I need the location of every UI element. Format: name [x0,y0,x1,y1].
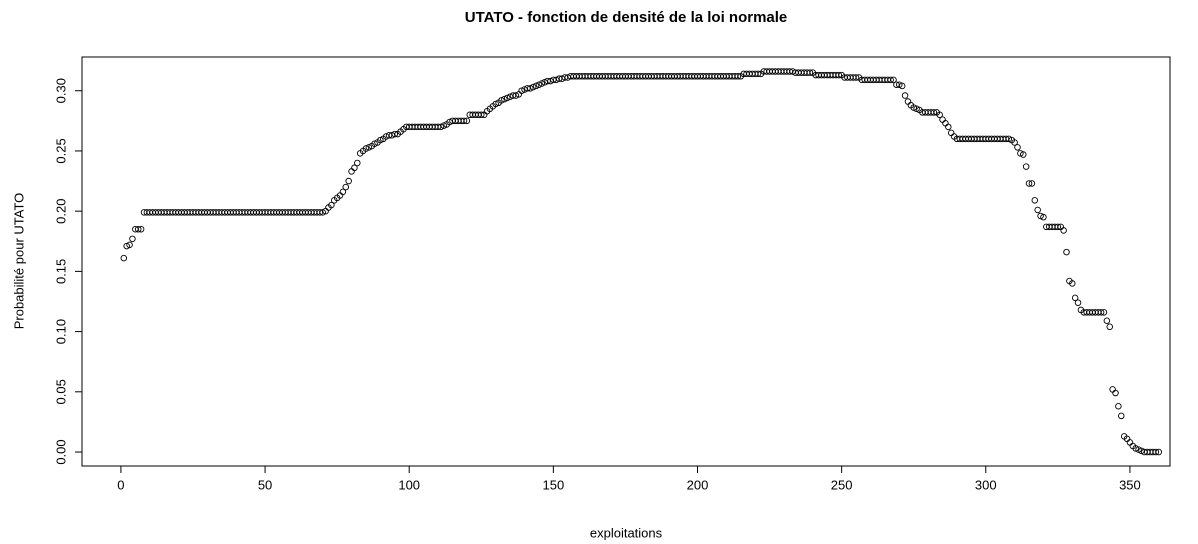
point [351,164,358,172]
point [913,105,920,113]
point [930,109,938,116]
point [512,92,520,99]
point [945,123,952,131]
point [1040,213,1047,221]
point [362,145,370,152]
point [342,183,350,191]
point [887,76,894,84]
point [492,100,499,108]
x-tick-label: 100 [398,477,420,492]
point [123,242,130,250]
point [1011,139,1018,146]
point [498,97,505,104]
point [319,209,326,216]
point [339,188,347,196]
y-tick-label: 0.15 [53,259,68,284]
point [1100,309,1108,316]
point [328,201,335,209]
point [1020,151,1027,158]
point [377,136,384,144]
point [896,81,903,88]
point [910,104,917,111]
point [126,241,133,249]
point [734,73,742,80]
point [460,117,468,125]
point [1097,309,1105,316]
point [1037,212,1044,220]
y-tick-label: 0.20 [53,199,68,224]
point [134,225,142,233]
point [1071,294,1079,302]
point [1028,180,1036,187]
point [529,83,537,91]
y-tick-label: 0.10 [53,319,68,344]
y-tick-label: 0.30 [53,78,68,103]
point [890,76,897,84]
point [535,81,543,88]
point [532,82,540,90]
point [1155,448,1163,456]
point [754,70,762,78]
point [345,177,352,185]
point [898,82,906,90]
point [1112,389,1119,397]
point [371,140,378,147]
point [129,235,136,243]
point [1118,412,1125,420]
y-axis-label: Probabilité pour UTATO [11,193,26,330]
point [1054,223,1062,231]
point [1135,446,1142,453]
point [527,85,534,92]
point [1063,248,1070,256]
point [1017,150,1024,157]
point [1022,163,1030,170]
point [518,87,525,94]
x-tick-label: 50 [258,477,272,492]
point [1115,403,1122,410]
point [1060,227,1067,234]
x-tick-label: 250 [831,477,853,492]
point [120,254,128,262]
point [835,71,843,79]
chart-title: UTATO - fonction de densité de la loi no… [465,9,788,26]
point [437,123,445,131]
point [1025,180,1033,187]
x-axis-label: exploitations [590,525,663,540]
point [936,111,943,119]
point [365,144,373,151]
point [478,111,485,119]
point [1005,135,1013,143]
point [1031,197,1039,204]
x-tick-label: 150 [542,477,564,492]
x-tick-label: 200 [687,477,709,492]
point [440,122,448,129]
x-tick-label: 300 [975,477,997,492]
y-tick-label: 0.05 [53,379,68,404]
point [501,95,508,103]
y-tick-label: 0.00 [53,439,68,464]
point [391,130,399,138]
point [1014,144,1021,151]
point [1132,445,1139,452]
point [1103,317,1111,325]
point [463,117,471,125]
x-tick-label: 0 [117,477,124,492]
y-tick-label: 0.25 [53,138,68,163]
point [852,74,860,81]
point [806,69,814,76]
point [1069,280,1076,287]
point [354,159,361,167]
point [1034,206,1041,214]
point [538,80,546,87]
point [1106,323,1113,331]
x-tick-label: 350 [1119,477,1141,492]
point [1074,299,1082,306]
point [137,225,145,233]
point [1152,448,1160,456]
point [503,94,511,102]
point [901,92,909,99]
